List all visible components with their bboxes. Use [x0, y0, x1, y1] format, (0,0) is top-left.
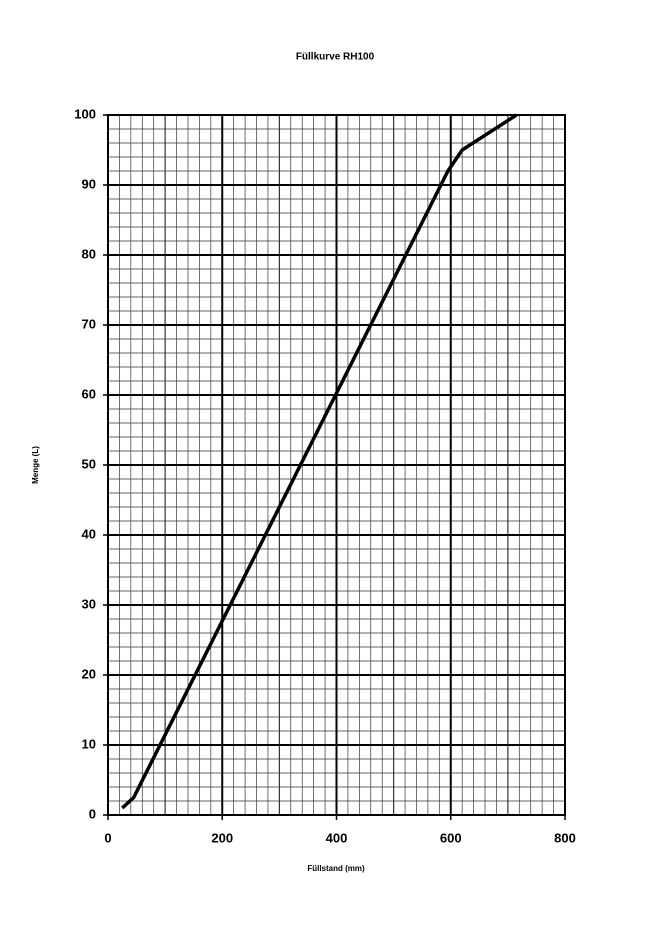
y-tick-label: 40: [82, 526, 96, 541]
y-tick-label: 10: [82, 736, 96, 751]
x-tick-label: 600: [440, 830, 462, 845]
chart-title: Füllkurve RH100: [296, 52, 375, 63]
y-axis-title: Menge (L): [31, 446, 40, 484]
y-tick-label: 60: [82, 386, 96, 401]
y-tick-label: 90: [82, 176, 96, 191]
plot-frame: [107, 114, 566, 816]
y-tick-label: 100: [74, 106, 96, 121]
y-tick-label: 0: [89, 806, 96, 821]
y-tick-label: 20: [82, 666, 96, 681]
x-tick-label: 200: [211, 830, 233, 845]
y-tick-label: 70: [82, 316, 96, 331]
data-line: [121, 113, 518, 810]
x-axis-title: Füllstand (mm): [307, 864, 365, 873]
y-tick-label: 30: [82, 596, 96, 611]
x-tick-label: 400: [326, 830, 348, 845]
x-tick-label: 800: [554, 830, 576, 845]
y-tick-label: 80: [82, 246, 96, 261]
y-tick-label: 50: [82, 456, 96, 471]
x-tick-label: 0: [104, 830, 111, 845]
